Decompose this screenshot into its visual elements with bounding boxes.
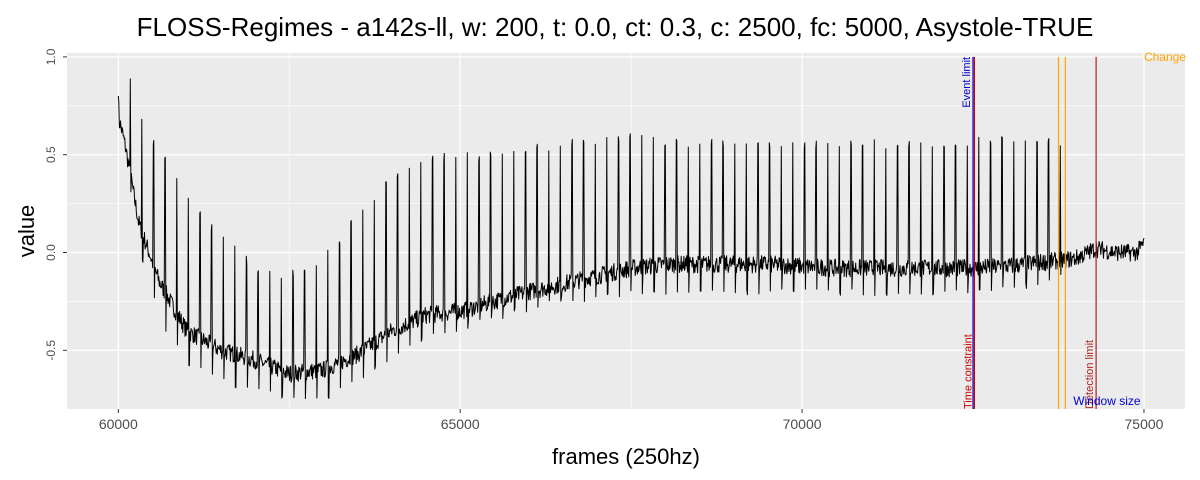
y-axis-label: value: [14, 205, 39, 258]
y-tick-label: 0.0: [44, 244, 58, 261]
chart-title: FLOSS-Regimes - a142s-ll, w: 200, t: 0.0…: [137, 12, 1094, 42]
x-tick-label: 70000: [783, 416, 822, 432]
y-tick-label: 1.0: [44, 48, 58, 65]
annotation-label: Event limit: [961, 57, 973, 108]
axes: 60000 65000 70000 75000 -0.5 0.0 0.5 1.0: [44, 48, 1164, 432]
corner-label: Window size: [1073, 394, 1141, 408]
x-tick-label: 65000: [441, 416, 480, 432]
x-axis-label: frames (250hz): [552, 444, 700, 469]
x-tick-label: 75000: [1125, 416, 1164, 432]
x-tick-label: 60000: [99, 416, 138, 432]
y-tick-label: -0.5: [44, 340, 58, 361]
annotation-label: Time constraint: [962, 334, 974, 409]
corner-label: Change: [1144, 50, 1186, 64]
annotation-label: Detection limit: [1084, 340, 1096, 409]
plot-panel: [67, 53, 1185, 409]
y-tick-label: 0.5: [44, 146, 58, 163]
annotations: Event limit Time constraint Detection limi…: [961, 50, 1186, 409]
